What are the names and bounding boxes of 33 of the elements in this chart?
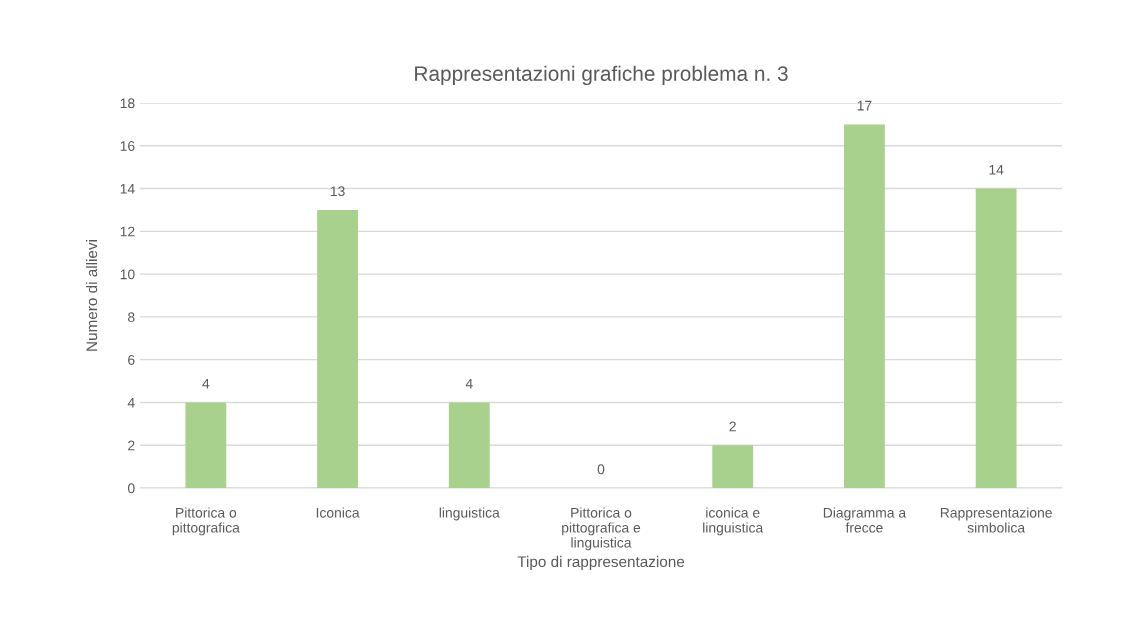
bar [448, 402, 490, 488]
data-label: 4 [465, 378, 473, 389]
bar [185, 402, 227, 488]
y-tick-label: 10 [120, 269, 135, 280]
x-tick-label: linguistica [439, 507, 500, 521]
x-tick-label: Diagramma a frecce [823, 507, 907, 533]
x-tick-label: Pittorica o pittografica e linguistica [562, 507, 641, 551]
bar [317, 209, 358, 488]
data-label: 2 [729, 421, 736, 432]
data-label: 14 [989, 165, 1004, 175]
bar [712, 445, 754, 488]
y-tick-label: 4 [127, 397, 135, 408]
x-axis-title: Tipo di rappresentazione [517, 555, 685, 571]
y-tick-label: 8 [128, 312, 135, 323]
y-tick-label: 16 [120, 141, 135, 151]
data-label: 0 [597, 464, 605, 475]
bar [844, 124, 885, 488]
x-tick-label: Rappresentazione simbolica [940, 507, 1052, 533]
y-tick-label: 0 [127, 483, 135, 494]
y-tick-label: 2 [128, 440, 135, 451]
chart-title: Rappresentazioni grafiche problema n. 3 [415, 65, 788, 86]
y-axis-title: Numero di allievi [86, 240, 98, 351]
data-label: 17 [857, 100, 872, 111]
y-tick-label: 12 [120, 226, 135, 237]
x-tick-label: Pittorica o pittografica [172, 507, 240, 536]
data-label: 13 [330, 186, 345, 197]
data-label: 4 [202, 378, 210, 389]
x-tick-label: Iconica [316, 507, 360, 518]
y-tick-label: 14 [120, 184, 135, 194]
bar [975, 188, 1017, 488]
y-tick-label: 6 [128, 355, 135, 365]
x-tick-label: iconica e linguistica [703, 507, 764, 536]
y-tick-label: 18 [120, 98, 135, 109]
